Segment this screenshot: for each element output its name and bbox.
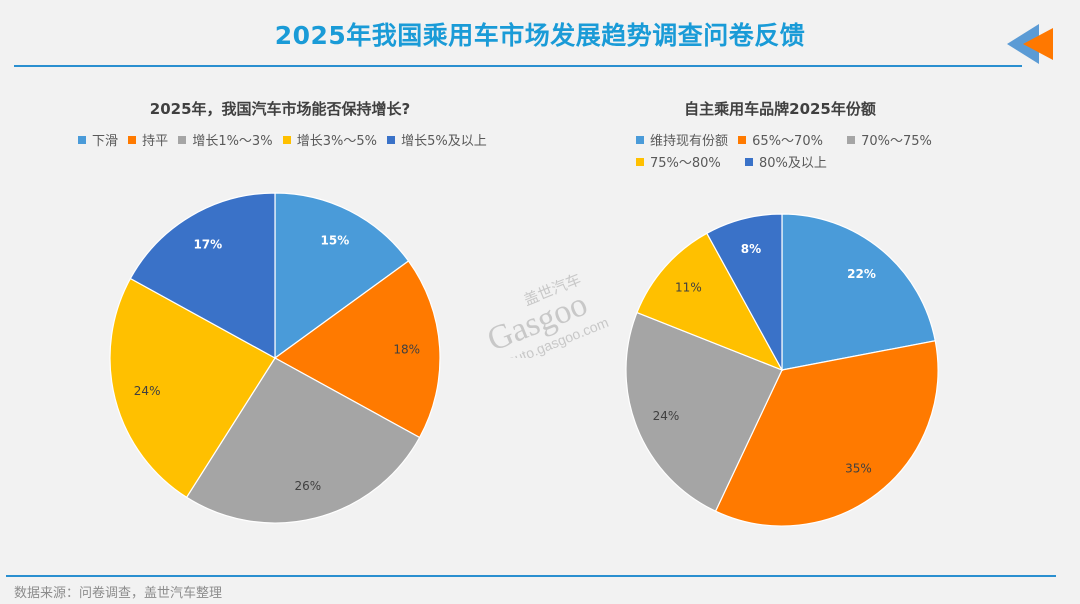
gasgoo-watermark-logo: 盖世汽车 Gasgoo auto.gasgoo.com bbox=[482, 271, 610, 358]
legend-swatch-icon bbox=[738, 136, 747, 144]
legend-item: 增长3%～5% bbox=[282, 131, 377, 153]
pie-data-label: 8% bbox=[741, 242, 761, 256]
pie-data-label: 11% bbox=[675, 280, 702, 294]
legend-swatch-icon bbox=[282, 136, 291, 144]
pie-slice bbox=[636, 232, 784, 372]
pie-data-label: 24% bbox=[653, 409, 680, 423]
pie-slice bbox=[781, 213, 936, 371]
legend-item: 75%～80% bbox=[636, 153, 721, 175]
legend-swatch-icon bbox=[78, 136, 86, 144]
legend-swatch-icon bbox=[847, 136, 856, 144]
legend-swatch-icon bbox=[178, 136, 187, 144]
legend-label: 65%～70% bbox=[752, 134, 823, 149]
legend-item: 下滑 bbox=[78, 131, 118, 153]
legend-item: 持平 bbox=[128, 131, 168, 153]
page-title: 2025年我国乘用车市场发展趋势调查问卷反馈 bbox=[274, 21, 806, 50]
legend-swatch-icon bbox=[744, 158, 753, 166]
pie-data-label: 22% bbox=[847, 267, 876, 281]
pie-data-label: 17% bbox=[193, 237, 222, 251]
legend-label: 下滑 bbox=[92, 134, 119, 149]
legend-swatch-icon bbox=[636, 136, 644, 144]
legend-label: 增长3%～5% bbox=[296, 134, 377, 149]
double-arrow-left-icon bbox=[1007, 24, 1053, 64]
legend-label: 70%～75% bbox=[861, 134, 932, 149]
pie-slice bbox=[129, 192, 276, 360]
pie-data-label: 26% bbox=[294, 479, 321, 493]
pie-data-label: 18% bbox=[393, 343, 420, 357]
legend-swatch-icon bbox=[387, 136, 396, 144]
pie-slice bbox=[714, 340, 939, 527]
title-divider bbox=[14, 65, 1022, 67]
pie-slice bbox=[273, 260, 441, 439]
chart-2-title: 自主乘用车品牌2025年份额 bbox=[684, 100, 876, 118]
legend-swatch-icon bbox=[636, 158, 644, 166]
legend-item: 65%～70% bbox=[738, 131, 823, 153]
pie-data-label: 24% bbox=[134, 384, 161, 398]
pie-slice bbox=[625, 311, 783, 512]
pie-slice bbox=[274, 192, 410, 360]
chart-1-title: 2025年，我国汽车市场能否保持增长? bbox=[149, 100, 411, 118]
legend-label: 维持现有份额 bbox=[650, 134, 729, 149]
legend-item: 维持现有份额 bbox=[636, 131, 728, 153]
data-source-note: 数据来源：问卷调查，盖世汽车整理 bbox=[14, 586, 223, 601]
pie-data-label: 35% bbox=[845, 462, 872, 476]
footer-divider bbox=[6, 575, 1056, 577]
chart-1-legend: 下滑 持平 增长1%～3% 增长3%～5% 增长5%及以上 bbox=[78, 131, 498, 153]
legend-label: 75%～80% bbox=[650, 156, 721, 171]
legend-item: 增长5%及以上 bbox=[387, 131, 487, 153]
legend-label: 增长1%～3% bbox=[192, 134, 273, 149]
legend-label: 增长5%及以上 bbox=[401, 134, 487, 149]
pie-data-label: 15% bbox=[321, 233, 350, 247]
pie-slice bbox=[109, 277, 276, 499]
chart-2-legend: 维持现有份额 65%～70% 70%～75% 75%～80% 80%及以上 bbox=[636, 131, 956, 175]
legend-label: 80%及以上 bbox=[758, 156, 827, 171]
legend-item: 增长1%～3% bbox=[178, 131, 273, 153]
legend-swatch-icon bbox=[128, 136, 137, 144]
legend-label: 持平 bbox=[142, 134, 169, 149]
legend-item: 80%及以上 bbox=[744, 153, 827, 175]
pie-slice bbox=[706, 213, 783, 371]
pie-slice bbox=[185, 357, 421, 524]
legend-item: 70%～75% bbox=[847, 131, 932, 153]
